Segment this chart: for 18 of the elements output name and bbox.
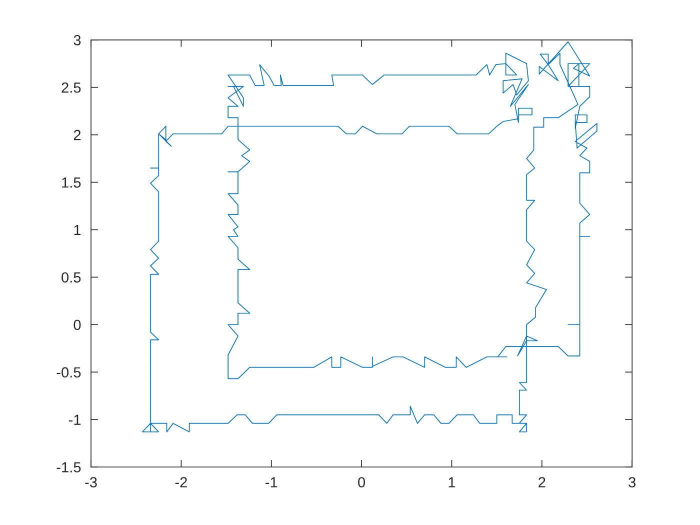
y-tick-label: -1.5 [56, 462, 81, 472]
line-series [142, 41, 598, 432]
x-tick-label: 2 [538, 477, 546, 488]
y-tick-label: 1 [74, 224, 81, 235]
y-tick-label: 2 [74, 130, 81, 140]
y-tick-label: -1 [68, 414, 81, 425]
y-tick-label: 2.5 [62, 82, 81, 93]
x-tick-label: 3 [628, 477, 636, 488]
x-tick-label: -3 [85, 477, 97, 488]
y-tick-label: 0 [74, 320, 81, 330]
y-tick-label: 0.5 [62, 272, 81, 283]
x-tick-label: 1 [448, 477, 456, 488]
x-tick-label: 0 [358, 477, 366, 488]
y-tick-label: 3 [74, 35, 81, 46]
y-tick-label: -0.5 [56, 367, 81, 378]
y-tick-label: 1.5 [62, 178, 81, 188]
x-tick-label: -2 [175, 477, 187, 488]
x-tick-label: -1 [266, 477, 278, 488]
